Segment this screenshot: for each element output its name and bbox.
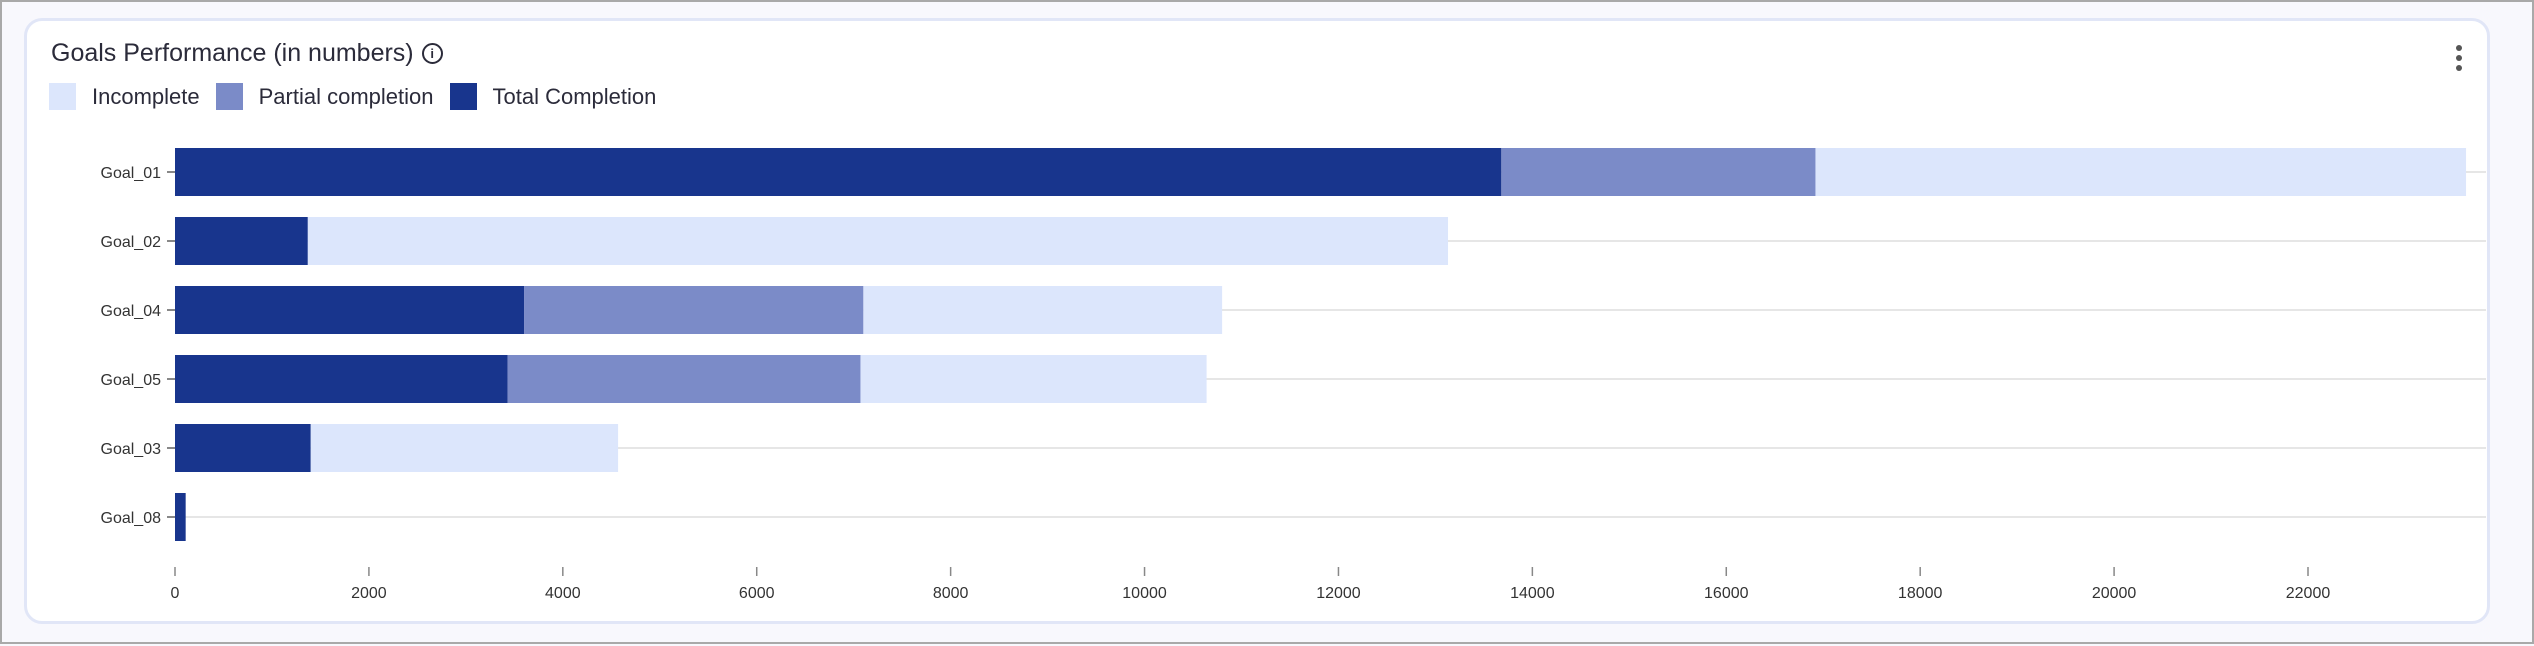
y-tick-label: Goal_01 [101, 165, 162, 182]
bar-total-completion[interactable] [175, 493, 186, 541]
bar-partial-completion[interactable] [524, 286, 864, 334]
y-tick-label: Goal_03 [101, 441, 162, 458]
x-tick-label: 14000 [1510, 585, 1555, 602]
bar-total-completion[interactable] [175, 286, 525, 334]
y-tick-label: Goal_08 [101, 510, 162, 527]
bar-incomplete[interactable] [307, 217, 1449, 265]
legend-swatch [215, 83, 243, 110]
legend-item-total[interactable]: Total Completion [449, 83, 657, 110]
legend-label: Incomplete [92, 83, 200, 109]
x-tick-label: 8000 [933, 585, 969, 602]
bar-incomplete[interactable] [310, 424, 619, 472]
chart-title: Goals Performance (in numbers) i [51, 39, 443, 68]
y-tick-label: Goal_02 [101, 234, 162, 251]
bar-incomplete[interactable] [860, 355, 1207, 403]
more-options-icon[interactable] [2455, 45, 2463, 71]
x-tick-label: 0 [171, 585, 180, 602]
bar-partial-completion[interactable] [507, 355, 861, 403]
x-tick-label: 6000 [739, 585, 775, 602]
bar-total-completion[interactable] [175, 148, 1502, 196]
x-tick-label: 20000 [2092, 585, 2137, 602]
legend-label: Total Completion [492, 83, 657, 109]
legend: Incomplete Partial completion Total Comp… [49, 83, 672, 110]
x-tick-label: 10000 [1122, 585, 1167, 602]
legend-label: Partial completion [258, 83, 434, 109]
bar-incomplete[interactable] [1815, 148, 2467, 196]
chart-title-text: Goals Performance (in numbers) [51, 39, 414, 67]
bar-partial-completion[interactable] [1501, 148, 1816, 196]
x-tick-label: 2000 [351, 585, 387, 602]
legend-item-partial[interactable]: Partial completion [215, 83, 434, 110]
info-icon[interactable]: i [421, 43, 443, 64]
x-tick-label: 22000 [2286, 585, 2331, 602]
x-tick-label: 12000 [1316, 585, 1361, 602]
bar-total-completion[interactable] [175, 217, 308, 265]
legend-swatch [49, 83, 76, 110]
legend-item-incomplete[interactable]: Incomplete [49, 83, 200, 110]
bar-incomplete[interactable] [863, 286, 1223, 334]
y-tick-label: Goal_05 [101, 372, 162, 389]
bar-total-completion[interactable] [175, 424, 311, 472]
y-tick-label: Goal_04 [101, 303, 162, 320]
x-tick-label: 16000 [1704, 585, 1749, 602]
x-tick-label: 18000 [1898, 585, 1943, 602]
bar-total-completion[interactable] [175, 355, 508, 403]
x-tick-label: 4000 [545, 585, 581, 602]
legend-swatch [449, 83, 477, 110]
